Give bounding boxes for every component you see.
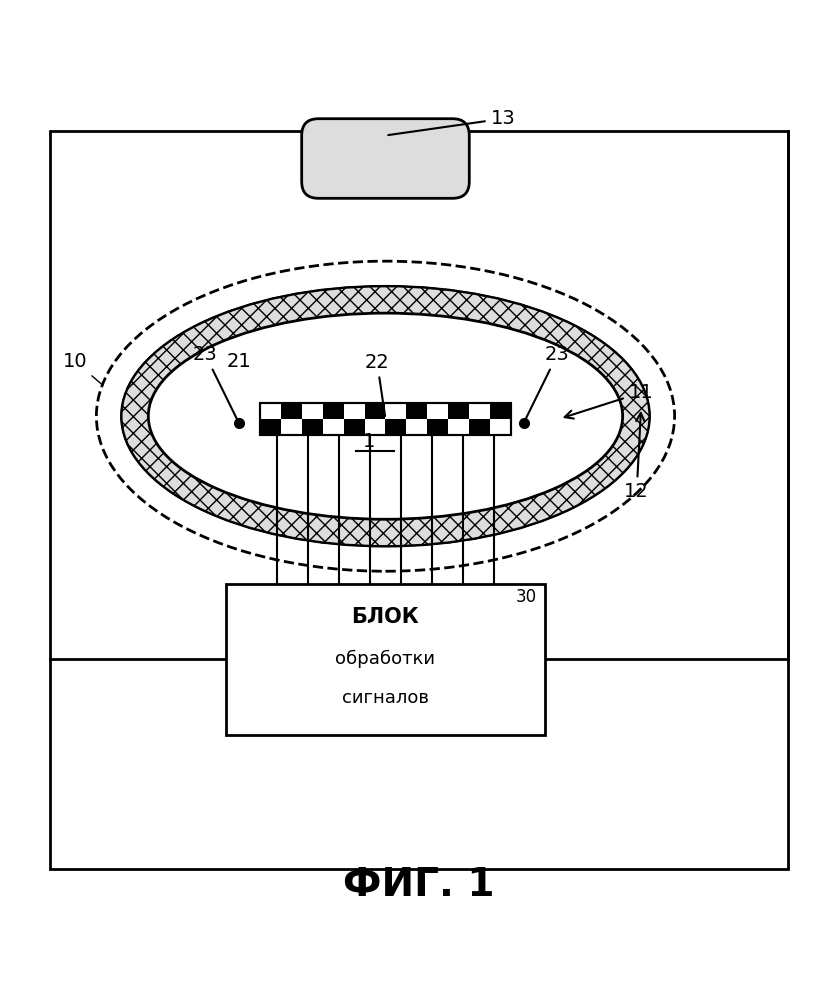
Text: 30: 30 bbox=[515, 588, 536, 606]
Ellipse shape bbox=[122, 286, 649, 546]
Text: 13: 13 bbox=[388, 109, 515, 135]
Text: обработки: обработки bbox=[335, 650, 436, 668]
Text: 12: 12 bbox=[624, 413, 649, 501]
Bar bbox=[260, 403, 511, 435]
Text: 23: 23 bbox=[193, 345, 238, 420]
FancyBboxPatch shape bbox=[302, 119, 469, 198]
Bar bbox=[469, 419, 490, 435]
Text: 22: 22 bbox=[365, 353, 390, 416]
Text: 21: 21 bbox=[226, 352, 251, 371]
Text: ФИГ. 1: ФИГ. 1 bbox=[344, 866, 494, 904]
Bar bbox=[323, 403, 344, 419]
Bar bbox=[260, 419, 281, 435]
Text: БЛОК: БЛОК bbox=[352, 607, 419, 627]
Bar bbox=[260, 403, 511, 435]
Bar bbox=[281, 403, 302, 419]
Ellipse shape bbox=[148, 313, 623, 519]
Text: 10: 10 bbox=[63, 352, 102, 385]
Bar bbox=[302, 419, 323, 435]
Text: 23: 23 bbox=[525, 345, 570, 420]
Bar bbox=[344, 419, 365, 435]
Text: 11: 11 bbox=[565, 383, 654, 419]
Bar bbox=[448, 403, 469, 419]
Ellipse shape bbox=[122, 286, 649, 546]
Bar bbox=[406, 403, 427, 419]
Text: 1: 1 bbox=[363, 432, 375, 451]
Bar bbox=[50, 131, 788, 869]
Bar bbox=[365, 403, 385, 419]
Text: сигналов: сигналов bbox=[342, 689, 429, 707]
Bar bbox=[385, 419, 406, 435]
Bar bbox=[490, 403, 511, 419]
Bar bbox=[427, 419, 448, 435]
Bar bbox=[226, 584, 545, 735]
